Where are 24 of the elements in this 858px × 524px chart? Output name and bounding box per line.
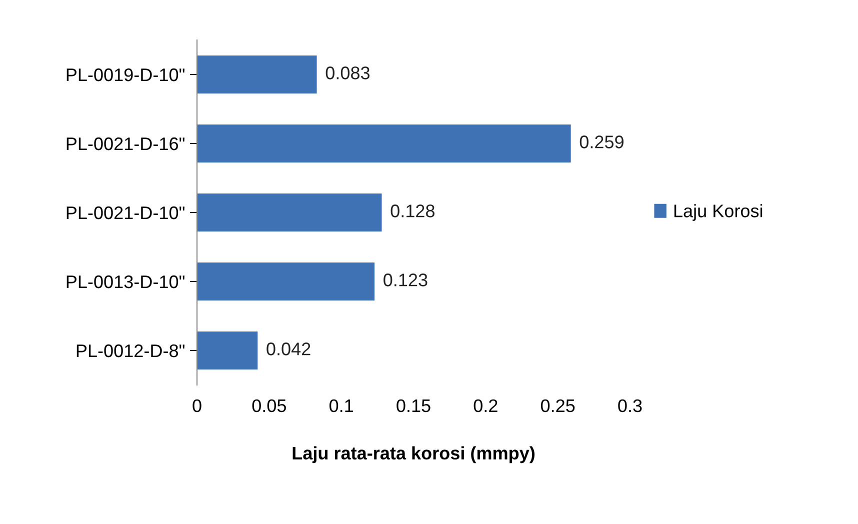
data-label: 0.259 xyxy=(580,136,624,148)
data-label: 0.083 xyxy=(326,66,370,80)
bar xyxy=(197,56,317,94)
data-label: 0.123 xyxy=(384,274,428,286)
data-label: 0.042 xyxy=(266,342,310,356)
bar xyxy=(197,194,382,232)
data-label: 0.128 xyxy=(390,204,434,218)
bar xyxy=(197,332,258,370)
x-tick-label: 0.1 xyxy=(329,399,354,412)
y-tick-label: PL-0021-D-16" xyxy=(66,137,184,150)
y-tick-label: PL-0019-D-10" xyxy=(66,68,184,82)
x-tick-label: 0.25 xyxy=(540,399,575,412)
y-tick-label: PL-0012-D-8" xyxy=(76,344,184,358)
x-tick-label: 0.2 xyxy=(474,399,498,412)
bar xyxy=(197,124,571,162)
x-tick-label: 0.15 xyxy=(396,399,430,412)
x-tick-label: 0.3 xyxy=(618,399,642,412)
x-tick-label: 0 xyxy=(192,399,202,412)
x-axis-title: Laju rata-rata korosi (mmpy) xyxy=(292,446,535,464)
bar xyxy=(197,262,375,300)
y-tick-label: PL-0021-D-10" xyxy=(66,206,184,220)
x-tick-label: 0.05 xyxy=(252,399,286,412)
legend-label: Laju Korosi xyxy=(674,204,762,221)
y-tick-label: PL-0013-D-10" xyxy=(66,275,184,288)
